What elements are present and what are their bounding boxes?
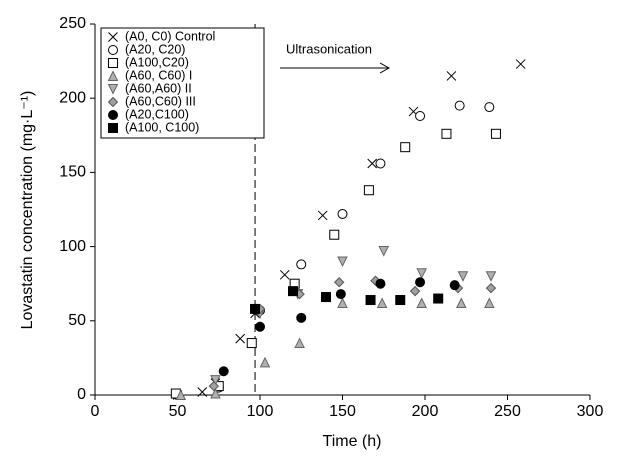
legend-marker — [108, 32, 118, 42]
x-tick-label: 100 — [247, 403, 274, 420]
point — [485, 271, 497, 282]
point — [484, 297, 495, 308]
point — [455, 297, 467, 308]
point — [484, 102, 495, 113]
point — [210, 387, 221, 399]
point — [321, 292, 331, 303]
point — [335, 289, 346, 300]
x-tick-label: 0 — [91, 403, 100, 420]
x-axis-label: Time (h) — [323, 433, 382, 450]
legend-marker — [107, 84, 119, 95]
legend-label: (A60, C60) I — [125, 68, 192, 82]
point — [259, 356, 271, 368]
point — [296, 312, 307, 323]
point — [400, 142, 411, 153]
y-tick-label: 250 — [59, 15, 86, 32]
legend-label: (A60,A60) II — [125, 81, 192, 95]
legend-marker — [108, 45, 118, 55]
point — [454, 100, 465, 111]
point — [210, 375, 221, 386]
legend-label: (A60,C60) III — [125, 94, 196, 108]
point — [250, 303, 261, 314]
y-tick-label: 100 — [59, 238, 86, 255]
point — [329, 229, 340, 240]
legend-box — [100, 27, 265, 139]
point — [255, 321, 265, 332]
point — [294, 337, 305, 349]
point — [457, 271, 469, 282]
point — [449, 280, 460, 291]
legend-marker — [107, 70, 119, 81]
legend-marker — [108, 123, 118, 133]
x-tick-label: 50 — [169, 403, 187, 420]
legend-label: (A100, C100) — [125, 120, 199, 134]
point — [441, 128, 452, 139]
point — [363, 185, 374, 196]
y-tick-label: 200 — [59, 89, 86, 106]
point — [197, 387, 208, 397]
legend-label: (A100,C20) — [125, 55, 189, 69]
point — [446, 71, 457, 81]
x-tick-label: 150 — [329, 403, 356, 420]
point — [246, 338, 257, 349]
point — [288, 286, 298, 297]
point — [409, 285, 421, 297]
y-tick-label: 150 — [59, 164, 86, 181]
legend: (A0, C0) Control(A20, C20)(A100,C20)(A60… — [100, 27, 265, 139]
legend-label: (A20, C20) — [125, 42, 185, 56]
legend-marker — [108, 58, 118, 68]
point — [365, 295, 376, 306]
point — [490, 128, 501, 139]
point — [367, 158, 378, 169]
point — [433, 293, 444, 304]
legend-marker — [108, 110, 118, 120]
x-tick-label: 200 — [412, 403, 439, 420]
point — [375, 278, 386, 289]
legend-marker — [107, 96, 119, 108]
y-tick-label: 0 — [77, 386, 86, 403]
point — [333, 277, 345, 288]
point — [235, 333, 246, 344]
point — [415, 111, 426, 122]
point — [375, 158, 386, 169]
point — [415, 277, 426, 288]
point — [515, 59, 526, 69]
annotation: Ultrasonication — [286, 41, 372, 56]
point — [279, 269, 290, 280]
y-tick-label: 50 — [68, 312, 86, 329]
y-axis-label: Lovastatin concentration (mg·L⁻¹) — [19, 91, 36, 330]
point — [296, 259, 307, 270]
point — [378, 246, 390, 257]
point — [416, 268, 428, 279]
point — [376, 297, 388, 308]
legend-label: (A20,C100) — [125, 107, 189, 121]
point — [175, 389, 187, 400]
point — [317, 210, 328, 221]
point — [416, 297, 428, 308]
point — [218, 366, 229, 377]
point — [337, 297, 348, 308]
point — [337, 256, 348, 268]
legend-label: (A0, C0) Control — [125, 29, 215, 43]
x-tick-label: 300 — [577, 403, 604, 420]
point — [337, 208, 348, 219]
x-tick-label: 250 — [494, 403, 521, 420]
point — [208, 380, 220, 392]
point — [395, 295, 406, 306]
point — [485, 282, 497, 294]
arrow-head — [379, 62, 391, 74]
